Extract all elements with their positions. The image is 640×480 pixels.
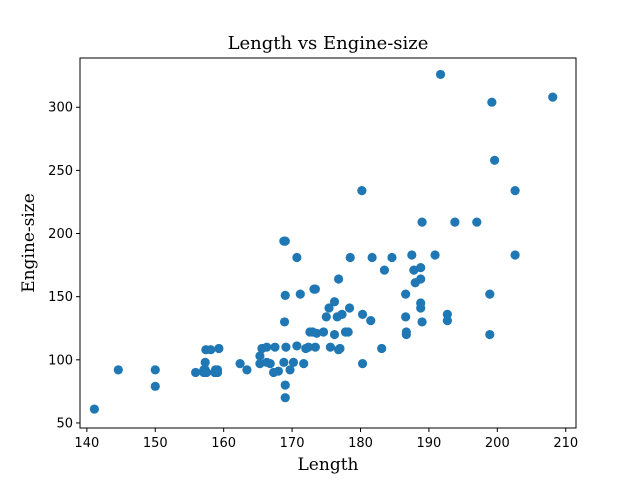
data-point [270,342,280,352]
data-point [285,365,295,375]
data-point [416,263,426,273]
data-point [150,381,160,391]
data-point [343,327,353,337]
data-point [407,250,417,260]
data-point [288,357,299,367]
x-tick-label: 160 [211,436,236,451]
data-point [485,289,495,299]
y-axis-ticks: 50 100 150 200 250 300 [48,101,80,431]
data-point [377,343,387,354]
data-point [310,342,320,352]
data-point [344,303,355,313]
data-point [442,316,452,326]
data-point [435,69,446,80]
data-point [417,217,427,227]
data-point [417,317,427,327]
data-point [89,404,99,414]
data-point [280,290,290,301]
data-point [324,303,334,313]
data-point [401,327,411,337]
x-tick-label: 200 [485,436,510,451]
y-tick-label: 100 [48,353,73,368]
data-point [430,250,440,260]
data-point [303,342,314,352]
data-point [472,217,482,227]
data-point [295,289,305,299]
data-point [489,155,500,165]
data-point [334,345,344,355]
data-point [345,252,355,263]
data-point [299,359,309,369]
data-point [201,367,212,378]
x-axis-ticks: 140 150 160 170 180 190 200 210 [74,428,578,451]
data-point [279,357,289,367]
data-point [357,185,367,196]
data-point [548,92,558,102]
y-axis-label: Engine-size [19,193,39,293]
data-point [401,312,411,322]
data-point [206,345,216,355]
data-point [150,365,160,375]
data-point [510,185,520,196]
y-tick-label: 200 [48,227,73,242]
data-point [450,217,460,227]
data-point [334,274,344,284]
data-point [235,359,245,369]
data-point [485,329,495,340]
data-point [113,365,123,375]
data-point [357,309,368,319]
data-point [416,274,426,284]
data-point [212,367,223,378]
x-tick-label: 170 [280,436,305,451]
data-point [510,250,520,260]
data-point [416,298,426,308]
data-point [337,309,347,319]
data-point [273,366,283,376]
y-tick-label: 150 [48,290,73,305]
data-point [325,342,335,352]
x-tick-label: 190 [416,436,441,451]
data-point [387,252,397,263]
data-point [281,342,291,352]
data-point [357,359,368,369]
x-axis-label: Length [298,455,359,475]
data-point [191,367,201,378]
y-tick-label: 250 [48,164,73,179]
data-point [329,329,340,340]
data-point [487,97,497,107]
x-tick-label: 180 [348,436,373,451]
x-tick-label: 210 [553,436,578,451]
y-tick-label: 300 [48,101,73,116]
data-point [262,342,272,352]
data-point [242,365,252,375]
data-point [280,236,290,246]
data-point [329,297,340,307]
data-point [255,359,265,369]
x-tick-label: 140 [74,436,99,451]
data-point [265,359,275,369]
data-point [280,393,290,403]
data-point [292,341,302,351]
y-tick-label: 50 [56,416,73,431]
data-point [312,328,322,338]
data-point [367,252,377,263]
data-point [292,252,302,263]
data-point [200,357,210,367]
chart-title: Length vs Engine-size [228,33,429,54]
data-point [214,343,224,354]
data-point [321,312,331,322]
data-point [442,309,452,319]
data-point [318,327,329,337]
data-point [379,265,390,275]
plot-frame [79,57,577,429]
data-point [255,351,265,361]
points-layer [89,69,558,414]
data-point [280,380,290,390]
data-point [310,284,320,294]
data-point [279,317,290,327]
data-point [366,316,376,326]
x-tick-label: 150 [143,436,168,451]
data-point [401,289,411,299]
